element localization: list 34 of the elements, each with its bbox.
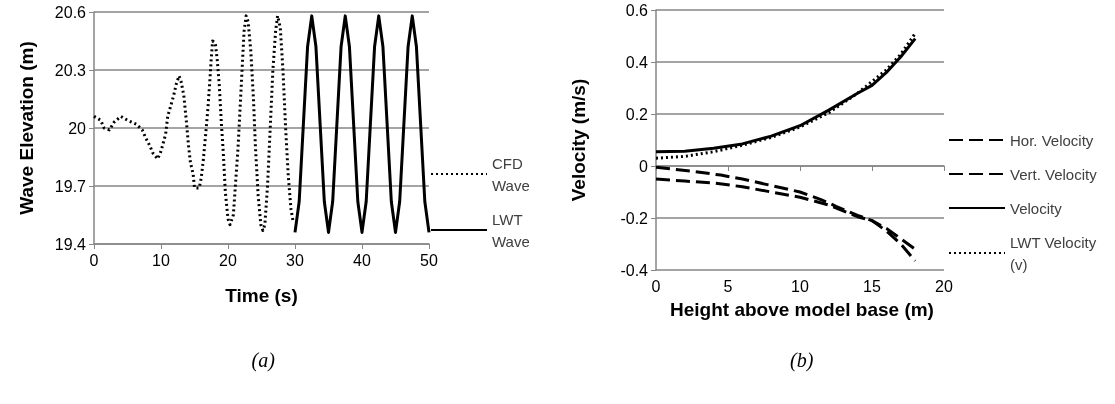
y-tick-label: 19.4	[54, 235, 87, 253]
x-tick-label: 10	[152, 251, 170, 269]
x-tick-label: 20	[935, 277, 953, 295]
y-tick-label: 20.3	[54, 61, 87, 79]
y-tick-label: 19.7	[54, 177, 87, 195]
x-tick-label: 15	[863, 277, 881, 295]
x-tick-label: 30	[286, 251, 304, 269]
text: (b)	[790, 349, 814, 372]
x-tick-label: 0	[651, 277, 661, 295]
x-axis-title: Time (s)	[225, 285, 298, 306]
x-tick-label: 5	[723, 277, 733, 295]
x-tick-label: 50	[420, 251, 438, 269]
y-tick-label: 0.4	[625, 53, 649, 71]
legend-label: Vert. Velocity	[1010, 165, 1098, 183]
y-tick-label: 20.6	[54, 3, 87, 21]
legend-label: Hor. Velocity	[1010, 131, 1094, 149]
y-tick-label: 0	[639, 157, 649, 175]
y-tick-label: 0.6	[625, 1, 649, 19]
legend-label: CFD Wave	[492, 154, 530, 194]
x-axis-title: Height above model base (m)	[670, 299, 934, 320]
y-tick-label: 0.2	[625, 105, 649, 123]
x-tick-label: 10	[791, 277, 809, 295]
legend-label: LWT Wave	[492, 210, 530, 250]
y-axis-title: Wave Elevation (m)	[16, 41, 37, 215]
y-axis-title: Velocity (m/s)	[568, 78, 589, 202]
y-tick-label: -0.2	[620, 209, 649, 227]
text: (a)	[251, 349, 276, 372]
legend-label: LWT Velocity (v)	[1010, 233, 1101, 273]
y-tick-label: -0.4	[620, 261, 649, 279]
x-tick-label: 0	[89, 251, 99, 269]
x-tick-label: 40	[353, 251, 371, 269]
legend-label: Velocity	[1010, 199, 1063, 217]
x-tick-label: 20	[219, 251, 237, 269]
y-tick-label: 20	[68, 119, 87, 137]
